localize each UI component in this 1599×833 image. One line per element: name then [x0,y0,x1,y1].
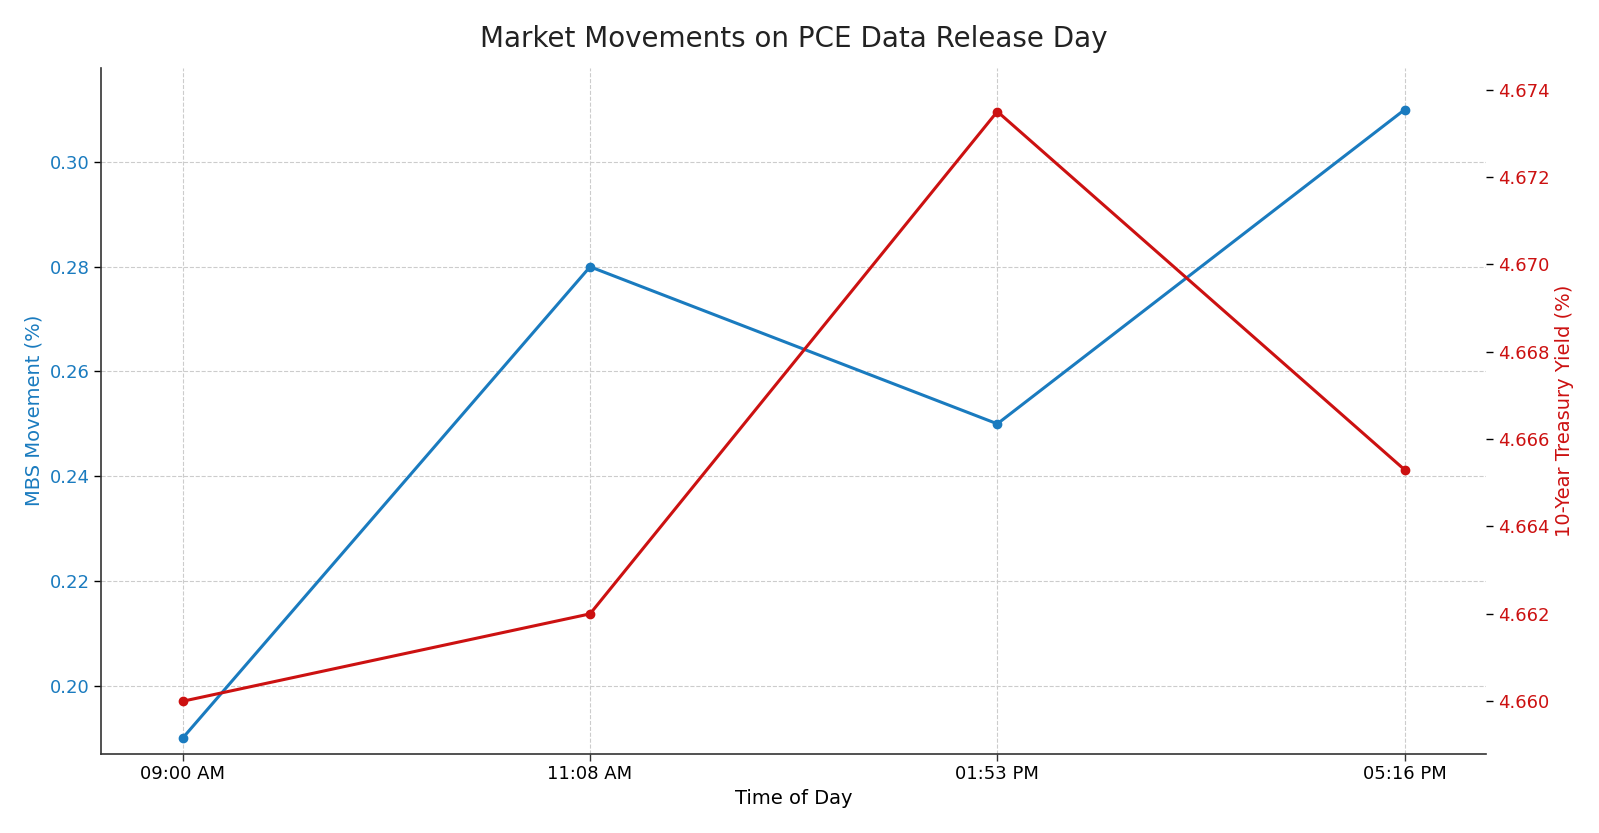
Title: Market Movements on PCE Data Release Day: Market Movements on PCE Data Release Day [480,25,1108,53]
Y-axis label: 10-Year Treasury Yield (%): 10-Year Treasury Yield (%) [1554,285,1573,537]
X-axis label: Time of Day: Time of Day [736,789,852,808]
Y-axis label: MBS Movement (%): MBS Movement (%) [26,315,45,506]
